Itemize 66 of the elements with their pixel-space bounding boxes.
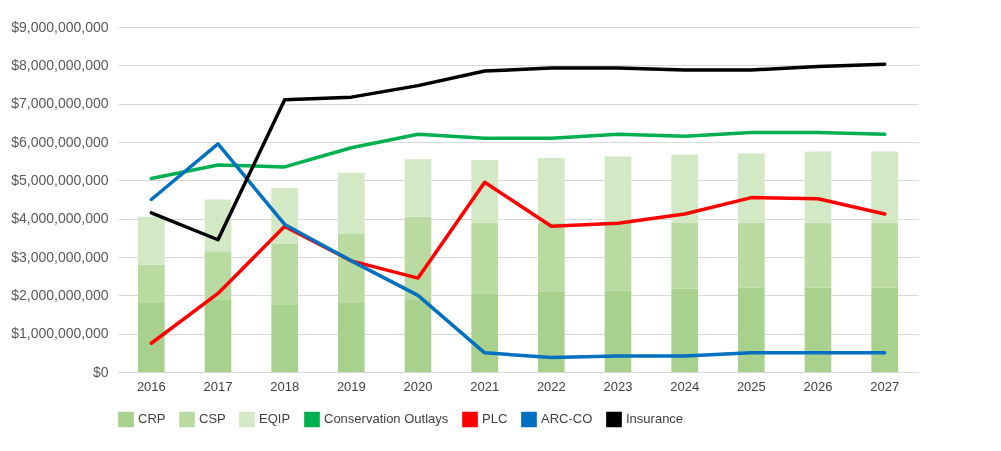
bar xyxy=(471,160,498,223)
x-tick-label: 2025 xyxy=(736,378,766,394)
x-tick-label: 2021 xyxy=(470,378,500,394)
bar xyxy=(471,222,498,294)
bar xyxy=(871,287,898,372)
bar xyxy=(271,304,298,372)
y-tick-label: $4,000,000,000 xyxy=(11,210,109,227)
legend-label: ARC-CO xyxy=(541,411,593,427)
legend-label: Conservation Outlays xyxy=(324,411,449,427)
y-tick-label: $8,000,000,000 xyxy=(11,56,109,73)
x-tick-label: 2020 xyxy=(403,378,433,394)
bar xyxy=(804,151,832,223)
y-tick-label: $9,000,000,000 xyxy=(11,18,109,35)
x-tick-label: 2026 xyxy=(803,378,833,394)
x-tick-label: 2022 xyxy=(536,378,566,394)
x-tick-label: 2018 xyxy=(270,378,300,394)
bar xyxy=(804,287,832,372)
bar xyxy=(204,299,232,372)
bar xyxy=(138,216,165,265)
bar xyxy=(738,222,765,288)
line-series xyxy=(149,180,887,345)
x-tick-label: 2019 xyxy=(336,378,366,394)
line-series xyxy=(149,130,887,181)
bar xyxy=(204,251,232,300)
bar xyxy=(604,290,632,372)
bar xyxy=(738,287,765,372)
bar xyxy=(138,303,165,372)
bar xyxy=(871,222,898,288)
y-tick-label: $3,000,000,000 xyxy=(11,248,109,265)
bar xyxy=(538,222,565,292)
legend-label: PLC xyxy=(482,411,508,427)
y-tick-label: $1,000,000,000 xyxy=(11,325,109,342)
bar xyxy=(604,156,632,223)
legend-label: EQIP xyxy=(259,411,291,427)
bar xyxy=(338,303,365,372)
y-tick-label: $2,000,000,000 xyxy=(11,286,109,303)
y-tick-label: $0 xyxy=(92,363,109,380)
line-series xyxy=(149,62,887,242)
y-tick-label: $5,000,000,000 xyxy=(11,171,109,188)
x-tick-label: 2027 xyxy=(870,378,900,394)
bar xyxy=(671,222,698,289)
legend-label: CSP xyxy=(199,411,226,427)
bar xyxy=(738,153,765,223)
x-tick-label: 2017 xyxy=(203,378,233,394)
bar xyxy=(338,172,365,234)
bar xyxy=(804,222,832,288)
x-tick-label: 2023 xyxy=(603,378,633,394)
bar xyxy=(338,234,365,303)
y-tick-label: $6,000,000,000 xyxy=(11,133,109,150)
bar xyxy=(538,158,565,223)
y-tick-label: $7,000,000,000 xyxy=(11,95,109,112)
bar xyxy=(471,293,498,372)
line-series xyxy=(149,142,887,360)
legend-label: CRP xyxy=(138,411,166,427)
bar xyxy=(671,288,698,372)
x-tick-label: 2024 xyxy=(670,378,700,394)
bar xyxy=(404,159,432,217)
bar xyxy=(138,264,165,303)
x-tick-label: 2016 xyxy=(136,378,166,394)
bar xyxy=(271,243,298,305)
bar xyxy=(671,154,698,223)
bar xyxy=(604,222,632,291)
bar xyxy=(871,151,898,223)
legend-label: Insurance xyxy=(626,411,684,427)
bar xyxy=(404,299,432,372)
bar xyxy=(538,291,565,372)
